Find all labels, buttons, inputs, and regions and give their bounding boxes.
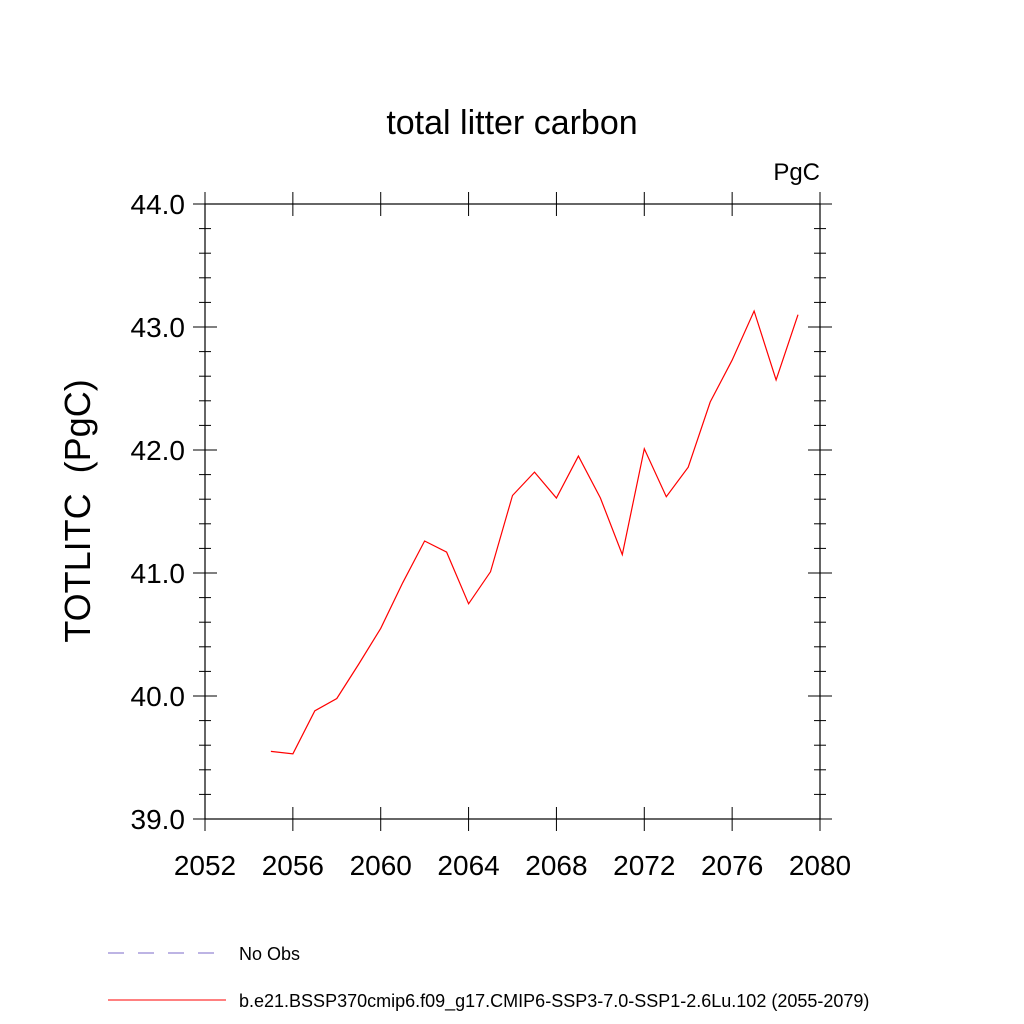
y-tick-label: 40.0	[131, 681, 186, 712]
x-tick-label: 2056	[262, 850, 324, 881]
units-label: PgC	[773, 159, 820, 186]
y-tick-label: 44.0	[131, 189, 186, 220]
legend: No Obs b.e21.BSSP370cmip6.f09_g17.CMIP6-S…	[108, 944, 869, 1012]
x-tick-label: 2076	[701, 850, 763, 881]
x-tick-label: 2068	[525, 850, 587, 881]
y-tick-label: 42.0	[131, 435, 186, 466]
plot-frame	[204, 203, 821, 820]
axis-ticks: 2052 2056 2060 2064 2068 2072 2076 2080 39.0 40.0…	[131, 189, 852, 881]
x-tick-label: 2052	[174, 850, 236, 881]
y-tick-label: 39.0	[131, 804, 186, 835]
legend-label-1: b.e21.BSSP370cmip6.f09_g17.CMIP6-SSP3-7.…	[239, 991, 869, 1012]
y-tick-label: 43.0	[131, 312, 186, 343]
x-tick-label: 2080	[789, 850, 851, 881]
x-tick-label: 2064	[437, 850, 499, 881]
chart-title: total litter carbon	[386, 104, 637, 142]
y-tick-label: 41.0	[131, 558, 186, 589]
x-tick-label: 2060	[350, 850, 412, 881]
x-tick-label: 2072	[613, 850, 675, 881]
series-layer	[270, 309, 799, 755]
series-line-0	[270, 309, 799, 755]
y-axis-label: TOTLITC (PgC)	[57, 379, 98, 642]
legend-label-0: No Obs	[239, 944, 300, 964]
